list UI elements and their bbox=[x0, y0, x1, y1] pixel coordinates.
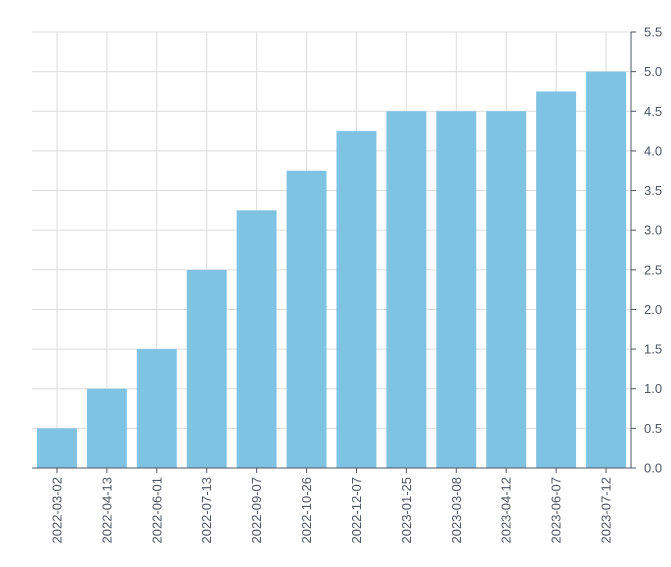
y-tick-label: 1.5 bbox=[644, 342, 662, 357]
x-tick-label: 2022-09-07 bbox=[249, 477, 264, 544]
bar-2023-01-25 bbox=[386, 111, 427, 468]
x-tick-label: 2023-01-25 bbox=[399, 477, 414, 544]
x-tick-label: 2022-12-07 bbox=[349, 477, 364, 544]
bar-2023-06-07 bbox=[536, 91, 577, 469]
y-tick-label: 1.0 bbox=[644, 381, 662, 396]
bar-2022-04-13 bbox=[86, 388, 127, 468]
bar-2023-07-12 bbox=[586, 71, 627, 469]
x-tick-labels: 2022-03-02 2022-04-13 2022-06-01 2022-07-13… bbox=[49, 477, 613, 544]
x-tick-label: 2022-06-01 bbox=[149, 477, 164, 544]
y-tick-label: 5.5 bbox=[644, 25, 662, 40]
x-tick-label: 2023-06-07 bbox=[549, 477, 564, 544]
bar-2022-07-13 bbox=[186, 269, 227, 468]
x-tick-label: 2023-04-12 bbox=[499, 477, 514, 543]
x-tick-label: 2022-03-02 bbox=[49, 477, 64, 544]
bar-2022-09-07 bbox=[236, 210, 277, 468]
bar-2022-06-01 bbox=[136, 349, 177, 468]
y-tick-label: 2.0 bbox=[644, 302, 662, 317]
y-tick-label: 3.5 bbox=[644, 183, 662, 198]
bar-2023-03-08 bbox=[436, 111, 477, 468]
x-tick-label: 2022-04-13 bbox=[99, 477, 114, 544]
bar-2022-10-26 bbox=[286, 170, 327, 468]
x-tick-label: 2022-07-13 bbox=[199, 477, 214, 544]
bars bbox=[36, 71, 627, 469]
y-tick-label: 2.5 bbox=[644, 262, 662, 277]
x-tick-label: 2023-07-12 bbox=[599, 477, 614, 544]
x-tick-label: 2023-03-08 bbox=[449, 477, 464, 544]
y-tick-label: 3.0 bbox=[644, 223, 662, 238]
bar-2022-12-07 bbox=[336, 131, 377, 468]
bar-2022-03-02 bbox=[36, 428, 77, 468]
y-tick-labels: 0.0 0.5 1.0 1.5 2.0 2.5 3.0 3.5 4.0 4.5 5.0 5.5 bbox=[644, 25, 662, 476]
x-tick-label: 2022-10-26 bbox=[299, 477, 314, 544]
bar-2023-04-12 bbox=[486, 111, 527, 468]
y-tick-label: 5.0 bbox=[644, 64, 662, 79]
y-tick-label: 4.0 bbox=[644, 143, 662, 158]
y-tick-label: 0.0 bbox=[644, 461, 662, 476]
axes bbox=[32, 31, 636, 473]
y-tick-label: 4.5 bbox=[644, 104, 662, 119]
y-tick-label: 0.5 bbox=[644, 421, 662, 436]
